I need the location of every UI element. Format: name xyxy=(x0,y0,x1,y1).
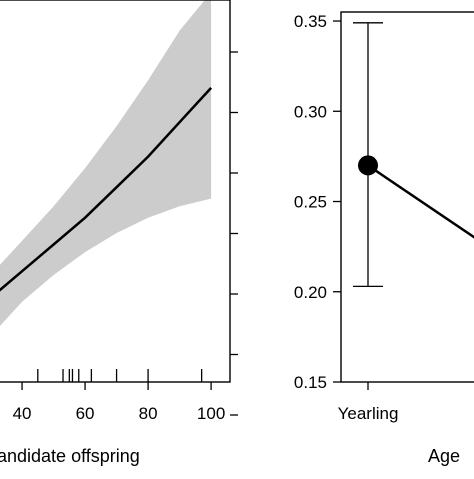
trend-line xyxy=(367,164,474,239)
right-y-tick-label: 0.25 xyxy=(294,193,327,212)
left-x-tick-label: 40 xyxy=(13,404,32,423)
right-y-tick-label: 0.20 xyxy=(294,283,327,302)
right-panel: 0.15 0.20 0.25 0.30 0.35 Yearling xyxy=(294,11,474,423)
left-x-axis-title: andidate offspring xyxy=(0,446,140,466)
left-x-tick-label: 80 xyxy=(139,404,158,423)
left-x-tick-label: 100 xyxy=(197,404,225,423)
left-x-tick-label: 60 xyxy=(76,404,95,423)
right-x-tick-label: Yearling xyxy=(338,404,399,423)
right-y-tick-label: 0.15 xyxy=(294,373,327,392)
point-estimate xyxy=(358,155,378,176)
right-y-tick-label: 0.30 xyxy=(294,102,327,121)
right-y-tick-label: 0.35 xyxy=(294,12,327,31)
confidence-band xyxy=(0,0,212,326)
fitted-curve xyxy=(0,87,213,292)
right-x-axis-title: Age xyxy=(428,446,460,466)
left-panel: 40 60 80 100 xyxy=(0,0,238,423)
left-plot-frame xyxy=(0,0,231,383)
right-plot-frame xyxy=(340,11,474,383)
